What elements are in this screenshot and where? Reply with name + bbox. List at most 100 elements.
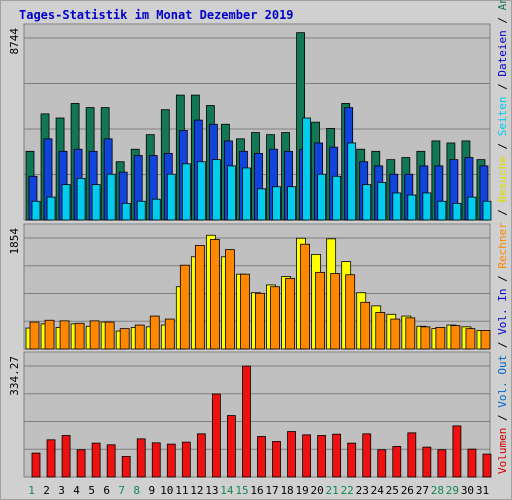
bar-rechner-day-23 <box>360 301 371 350</box>
legend-entry: Besuche <box>496 156 509 202</box>
bar-seiten-day-26 <box>407 194 417 221</box>
bar-seiten-day-16 <box>257 188 266 221</box>
x-tick-label: 19 <box>295 484 308 497</box>
bar-volumen-day-2 <box>46 439 56 478</box>
x-tick-label: 4 <box>73 484 80 497</box>
legend-entry: / <box>496 202 509 222</box>
bar-rechner-day-20 <box>315 271 326 350</box>
bar-seiten-day-13 <box>211 159 221 221</box>
bar-volumen-day-16 <box>257 436 266 478</box>
x-tick-label: 2 <box>43 484 50 497</box>
x-tick-label: 20 <box>311 484 324 497</box>
bar-volumen-day-9 <box>151 442 161 478</box>
right-legend: Volumen / Vol. Out / Vol. In / Rechner /… <box>496 0 509 474</box>
x-tick-label: 9 <box>148 484 155 497</box>
bar-seiten-day-17 <box>272 186 281 221</box>
bar-seiten-day-18 <box>287 186 296 221</box>
bar-volumen-day-12 <box>196 433 206 478</box>
bar-rechner-day-4 <box>74 322 85 350</box>
bar-volumen-day-10 <box>166 443 176 478</box>
legend-entry: / <box>496 408 509 428</box>
bar-volumen-day-20 <box>317 435 327 478</box>
legend-entry: Volumen <box>496 428 509 474</box>
bar-seiten-day-19 <box>302 117 311 221</box>
bar-seiten-day-22 <box>347 142 357 221</box>
bar-seiten-day-24 <box>377 182 387 221</box>
x-tick-label: 15 <box>235 484 248 497</box>
bar-rechner-day-21 <box>330 273 341 350</box>
x-tick-label: 13 <box>205 484 218 497</box>
bar-rechner-day-17 <box>270 286 280 350</box>
x-tick-label: 14 <box>220 484 234 497</box>
bar-rechner-day-24 <box>375 312 386 350</box>
y-max-label: 8744 <box>8 28 21 55</box>
bar-volumen-day-3 <box>61 435 71 478</box>
bar-rechner-day-11 <box>179 264 190 350</box>
x-tick-label: 24 <box>371 484 385 497</box>
bar-seiten-day-14 <box>227 165 236 221</box>
bar-rechner-day-30 <box>465 328 476 350</box>
bar-seiten-day-30 <box>467 196 477 221</box>
bar-seiten-day-20 <box>317 173 327 221</box>
x-tick-label: 3 <box>58 484 65 497</box>
bar-seiten-day-31 <box>482 200 492 221</box>
bar-volumen-day-26 <box>407 432 417 478</box>
x-tick-label: 7 <box>118 484 125 497</box>
bar-volumen-day-27 <box>422 446 432 478</box>
x-tick-label: 29 <box>446 484 459 497</box>
bar-seiten-day-7 <box>121 202 131 221</box>
x-tick-label: 23 <box>356 484 369 497</box>
x-tick-label: 31 <box>476 484 489 497</box>
panel-2: 1854 <box>8 223 491 350</box>
legend-entry: Dateien <box>496 30 509 76</box>
bar-seiten-day-11 <box>181 163 191 221</box>
bar-rechner-day-10 <box>164 318 175 350</box>
bar-seiten-day-12 <box>196 161 206 221</box>
legend-entry: / <box>496 136 509 156</box>
bar-rechner-day-6 <box>104 321 115 350</box>
bar-seiten-day-3 <box>61 184 71 221</box>
bar-volumen-day-7 <box>121 456 131 478</box>
bar-rechner-day-26 <box>405 317 416 350</box>
legend-entry: Anfragen <box>496 0 509 10</box>
bar-volumen-day-21 <box>332 433 342 478</box>
bar-rechner-day-25 <box>390 318 401 350</box>
y-max-label: 334.27 <box>8 356 21 396</box>
bar-rechner-day-16 <box>255 292 265 350</box>
bar-rechner-day-3 <box>59 320 70 350</box>
bar-volumen-day-4 <box>76 449 86 478</box>
bar-volumen-day-30 <box>467 448 477 478</box>
bar-volumen-day-6 <box>106 444 116 478</box>
x-tick-label: 25 <box>386 484 399 497</box>
panel-1: 8744 <box>8 23 492 221</box>
bar-rechner-day-12 <box>194 245 205 350</box>
bar-seiten-day-28 <box>437 200 447 221</box>
legend-entry: / <box>496 10 509 30</box>
legend-entry: Vol. Out <box>496 355 509 408</box>
x-tick-label: 6 <box>103 484 110 497</box>
bar-rechner-day-9 <box>149 315 160 350</box>
legend-entry: Vol. In <box>496 289 509 335</box>
legend-entry: / <box>496 77 509 97</box>
x-tick-label: 16 <box>250 484 263 497</box>
bar-seiten-day-4 <box>76 177 86 221</box>
bar-volumen-day-1 <box>31 452 41 478</box>
legend-entry: / <box>496 335 509 355</box>
bar-rechner-day-28 <box>435 327 446 350</box>
bar-volumen-day-31 <box>482 453 492 478</box>
bar-seiten-day-6 <box>106 173 116 221</box>
bar-volumen-day-15 <box>242 365 251 478</box>
bar-rechner-day-22 <box>345 274 356 350</box>
bar-seiten-day-29 <box>452 202 462 221</box>
x-tick-label: 22 <box>341 484 354 497</box>
bar-volumen-day-25 <box>392 446 402 478</box>
x-tick-label: 11 <box>175 484 188 497</box>
x-tick-label: 10 <box>160 484 173 497</box>
bar-seiten-day-8 <box>136 200 146 221</box>
bar-seiten-day-27 <box>422 192 432 221</box>
bar-rechner-day-15 <box>240 273 250 350</box>
bar-rechner-day-27 <box>420 326 431 350</box>
bar-seiten-day-5 <box>91 184 101 221</box>
legend-entry: Rechner <box>496 222 509 269</box>
